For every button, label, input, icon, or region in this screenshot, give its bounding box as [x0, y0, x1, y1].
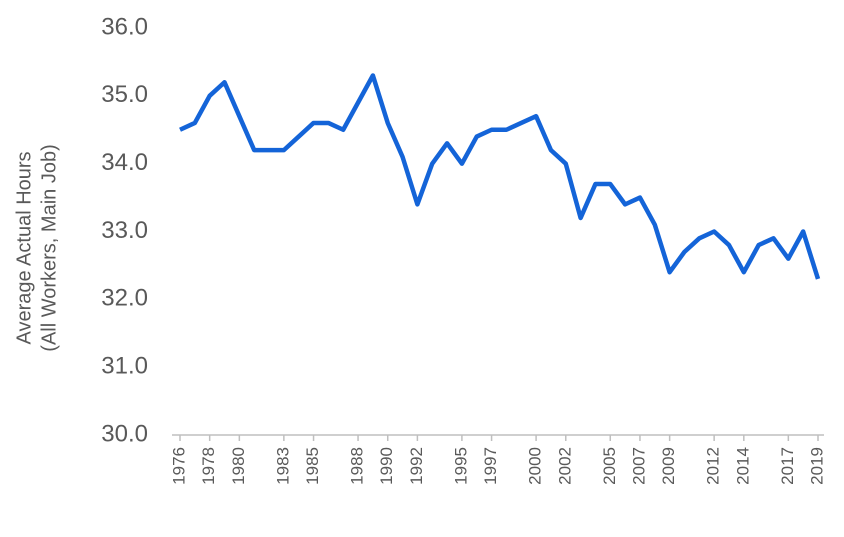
x-tick-label: 2009 [659, 447, 678, 485]
x-tick-label: 1995 [451, 447, 470, 485]
x-tick-label: 1985 [303, 447, 322, 485]
y-tick-label: 35.0 [101, 81, 148, 108]
y-tick-label: 33.0 [101, 217, 148, 244]
x-tick-label: 2007 [629, 447, 648, 485]
x-tick-label: 1990 [377, 447, 396, 485]
y-tick-label: 34.0 [101, 149, 148, 176]
x-tick-label: 1978 [199, 447, 218, 485]
x-tick-label: 2017 [778, 447, 797, 485]
x-tick-label: 2002 [555, 447, 574, 485]
x-tick-label: 1976 [169, 447, 188, 485]
y-axis-label: (All Workers, Main Job) [38, 144, 60, 351]
x-tick-label: 2005 [600, 447, 619, 485]
x-tick-label: 2019 [807, 447, 826, 485]
x-tick-label: 1997 [481, 447, 500, 485]
x-tick-label: 1988 [348, 447, 367, 485]
y-tick-label: 32.0 [101, 285, 148, 312]
x-tick-label: 2012 [704, 447, 723, 485]
y-tick-label: 30.0 [101, 420, 148, 447]
x-tick-label: 1983 [273, 447, 292, 485]
y-tick-label: 36.0 [101, 13, 148, 40]
y-tick-label: 31.0 [101, 353, 148, 380]
x-tick-label: 2000 [526, 447, 545, 485]
x-tick-label: 2014 [733, 447, 752, 485]
data-line [179, 73, 821, 280]
y-axis-label: Average Actual Hours [13, 151, 35, 344]
x-tick-label: 1992 [407, 447, 426, 485]
x-tick-label: 1980 [229, 447, 248, 485]
